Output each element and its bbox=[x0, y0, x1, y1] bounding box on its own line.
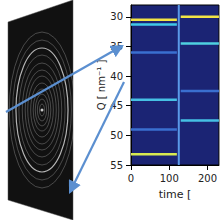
svg-text:Q [ nm⁻¹ ]: Q [ nm⁻¹ ] bbox=[96, 60, 107, 111]
svg-text:50: 50 bbox=[110, 130, 123, 141]
svg-text:45: 45 bbox=[110, 100, 123, 111]
svg-text:30: 30 bbox=[110, 11, 123, 22]
svg-text:55: 55 bbox=[110, 160, 123, 171]
svg-text:0: 0 bbox=[128, 173, 134, 184]
svg-text:100: 100 bbox=[160, 173, 179, 184]
svg-text:200: 200 bbox=[198, 173, 217, 184]
svg-text:35: 35 bbox=[110, 41, 123, 52]
svg-text:40: 40 bbox=[110, 71, 123, 82]
svg-text:time [: time [ bbox=[159, 188, 192, 201]
